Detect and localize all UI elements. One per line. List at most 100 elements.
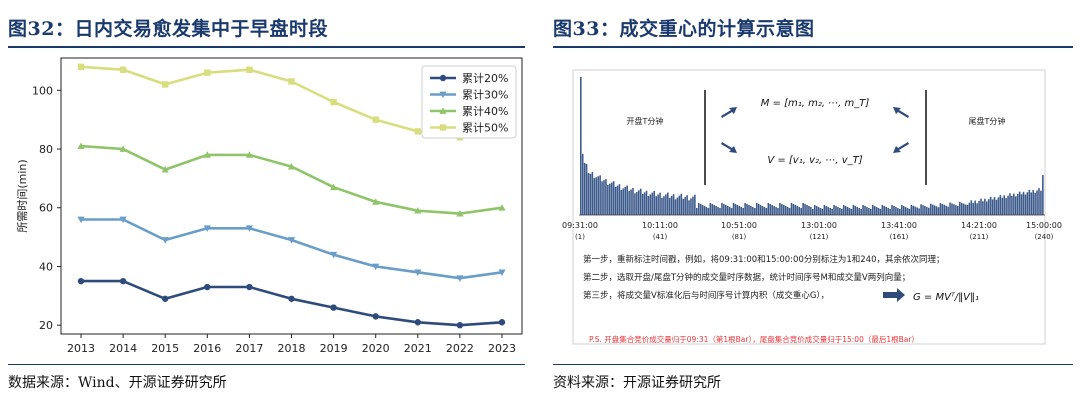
volume-bar	[802, 203, 804, 215]
volume-bar	[815, 206, 818, 215]
data-point	[77, 216, 85, 224]
volume-bar	[771, 205, 773, 215]
volume-bar	[871, 205, 874, 215]
volume-bar	[939, 203, 942, 215]
data-point	[203, 151, 211, 158]
volume-bar	[624, 187, 627, 215]
volume-bar	[723, 204, 725, 215]
data-point	[456, 275, 464, 282]
time-tick-label: 14:21:00	[961, 221, 997, 230]
step-3: 第三步，将成交量V标准化后与时间序号计算内积（成交重心G），	[583, 290, 829, 301]
volume-bar	[784, 206, 787, 215]
volume-bar	[777, 208, 779, 215]
volume-bar	[804, 204, 806, 215]
volume-bar	[736, 205, 739, 215]
x-tick-label: 2016	[193, 342, 221, 355]
time-tick-label: 15:00:00	[1026, 221, 1062, 230]
volume-bar	[1028, 189, 1031, 215]
volume-bar	[968, 202, 971, 215]
volume-bar	[980, 198, 982, 215]
volume-bar	[587, 173, 590, 215]
volume-bar	[1015, 196, 1017, 216]
volume-bar	[906, 208, 909, 215]
data-point	[456, 321, 464, 329]
data-point	[288, 295, 295, 302]
volume-bar	[964, 204, 967, 215]
volume-bar	[893, 206, 895, 215]
volume-bar	[670, 196, 673, 215]
volume-bar	[858, 208, 860, 215]
volume-bar	[672, 194, 675, 215]
volume-bar	[839, 208, 841, 215]
volume-bar	[937, 207, 940, 215]
volume-bar	[595, 177, 598, 215]
volume-bar	[1005, 198, 1007, 215]
volume-bar	[711, 204, 714, 215]
data-point	[498, 204, 506, 211]
series-line	[80, 144, 503, 215]
volume-bar	[806, 205, 808, 215]
arrow-down-right-icon	[721, 142, 737, 153]
volume-bar	[696, 208, 698, 215]
volume-bar	[1001, 197, 1004, 215]
data-point	[204, 69, 211, 76]
series-1	[77, 277, 506, 329]
series-line	[81, 279, 503, 327]
volume-bar	[715, 206, 717, 215]
data-point	[330, 98, 337, 106]
volume-bar	[902, 206, 905, 215]
volume-bar	[649, 194, 652, 215]
volume-bar	[991, 199, 994, 215]
volume-bar	[897, 208, 899, 215]
volume-bar	[912, 205, 915, 215]
volume-bar	[692, 196, 694, 215]
volume-bar	[725, 205, 727, 215]
legend-label: 累计50%	[462, 122, 508, 135]
left-figure-title: 图32：日内交易愈发集中于早盘时段	[8, 18, 328, 40]
data-point	[456, 210, 464, 217]
volume-bar	[626, 185, 628, 215]
volume-bar	[792, 204, 795, 215]
volume-bar	[918, 208, 920, 215]
volume-bar	[709, 203, 712, 215]
volume-bar	[775, 207, 777, 215]
volume-bar	[960, 202, 963, 215]
volume-bar	[866, 207, 868, 215]
volume-bar	[924, 206, 926, 215]
volume-bar	[831, 209, 833, 215]
volume-bar	[875, 207, 878, 215]
index-tick-label: (240)	[1035, 233, 1054, 241]
volume-bar	[788, 208, 791, 215]
volume-bar	[962, 203, 965, 215]
volume-bar	[877, 208, 880, 215]
volume-bar	[929, 203, 932, 215]
volume-bar	[616, 185, 619, 215]
series-line	[81, 218, 503, 280]
volume-bars	[580, 77, 1044, 216]
volume-bar	[1024, 194, 1027, 215]
volume-bar	[763, 207, 766, 215]
volume-bar	[636, 191, 638, 215]
volume-bar	[688, 200, 690, 215]
volume-bar	[833, 205, 835, 215]
volume-bar	[829, 208, 831, 215]
volume-bar	[734, 204, 737, 215]
volume-bar	[900, 205, 903, 215]
formula-g: G = MVᵀ/‖V‖₁	[913, 292, 979, 303]
volume-bar	[755, 203, 758, 215]
data-point	[161, 165, 169, 173]
volume-bar	[610, 182, 613, 215]
volume-bar	[752, 207, 754, 215]
volume-bar	[717, 207, 719, 215]
volume-bar	[1036, 190, 1038, 215]
arrow-up-right-icon	[721, 107, 737, 118]
index-tick-label: (41)	[653, 233, 668, 241]
volume-bar	[786, 207, 789, 215]
legend-label: 累计30%	[462, 89, 508, 102]
y-tick-label: 40	[39, 260, 53, 273]
volume-bar	[860, 209, 862, 215]
volume-bar	[879, 209, 882, 215]
data-point	[372, 116, 379, 123]
volume-bar	[842, 205, 845, 215]
data-point	[414, 319, 421, 326]
